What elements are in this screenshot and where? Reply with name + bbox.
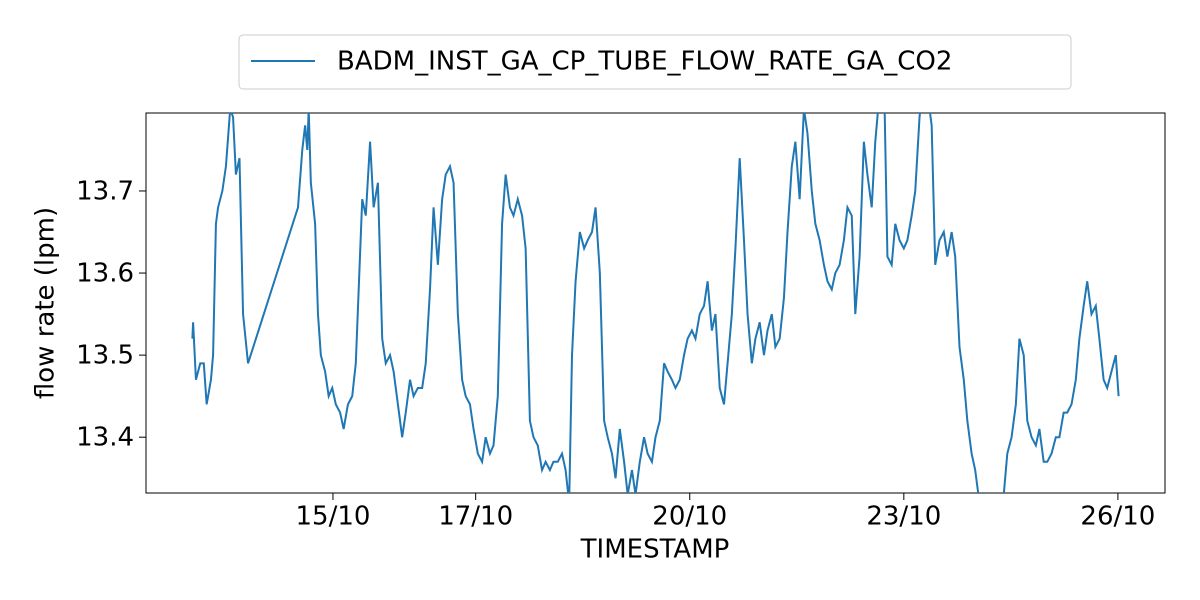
y-axis-label: flow rate (lpm) [31, 207, 61, 399]
x-tick-label: 20/10 [652, 502, 727, 532]
x-axis-label: TIMESTAMP [580, 535, 730, 565]
y-tick-label: 13.6 [76, 259, 134, 289]
y-tick-label: 13.4 [76, 423, 134, 453]
plot-frame [145, 112, 1166, 494]
x-tick-label: 17/10 [438, 502, 513, 532]
data-line [191, 113, 1120, 493]
y-tick-label: 13.7 [76, 176, 134, 206]
legend-frame [238, 34, 1072, 90]
legend: BADM_INST_GA_CP_TUBE_FLOW_RATE_GA_CO2 [238, 34, 1072, 90]
legend-label: BADM_INST_GA_CP_TUBE_FLOW_RATE_GA_CO2 [337, 47, 952, 77]
x-tick-label: 15/10 [295, 502, 370, 532]
y-tick-label: 13.5 [76, 341, 134, 371]
x-tick-label: 26/10 [1080, 502, 1155, 532]
x-tick-label: 23/10 [866, 502, 941, 532]
